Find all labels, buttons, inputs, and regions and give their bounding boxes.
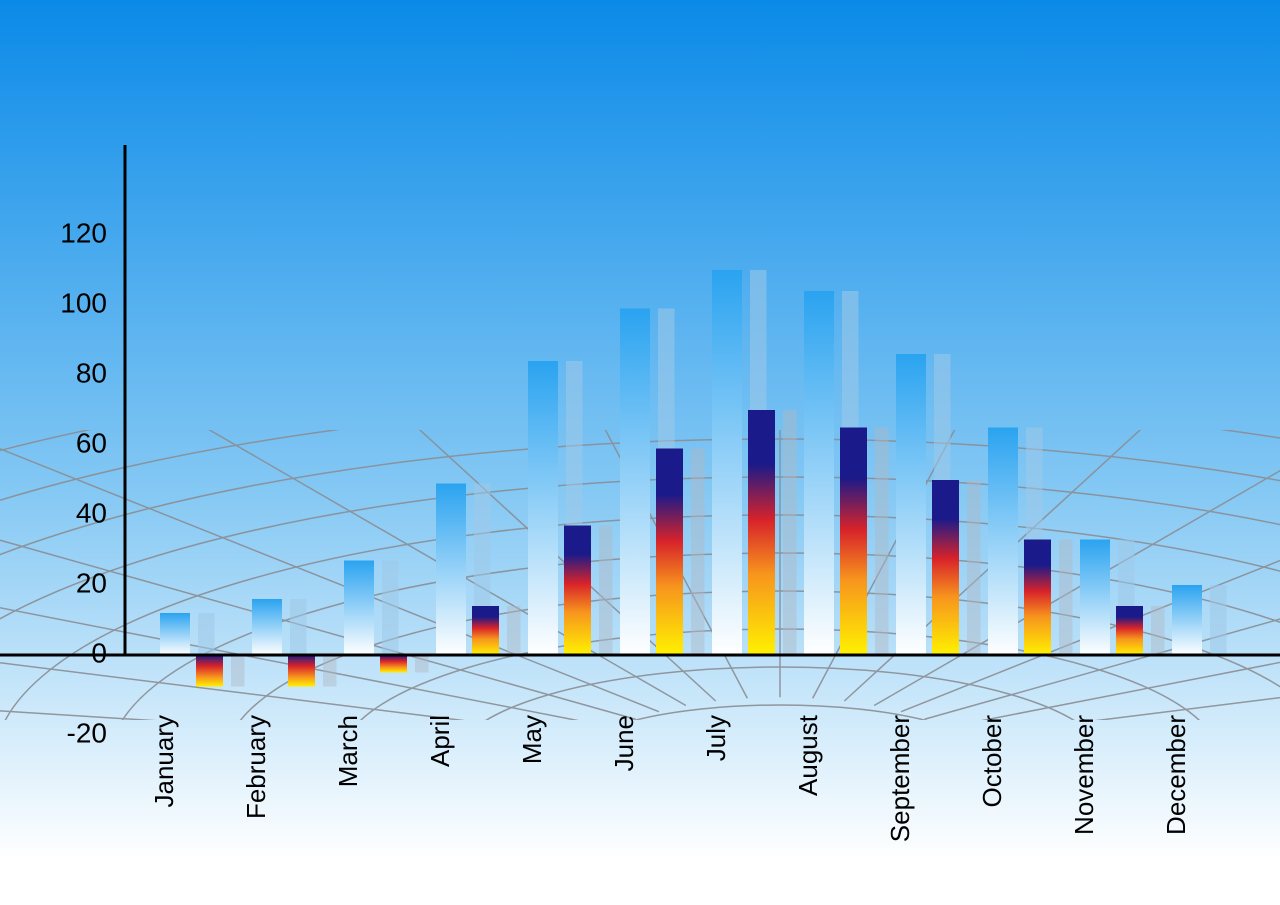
bar-shadow — [290, 599, 307, 655]
bar-series-b — [288, 655, 315, 687]
bar-series-b — [1024, 540, 1051, 656]
bar-series-a — [988, 428, 1018, 656]
y-tick-label: 0 — [91, 637, 107, 668]
bar-series-b — [380, 655, 407, 673]
bar-shadow — [382, 561, 399, 656]
month-label: December — [1161, 715, 1191, 835]
bar-shadow — [323, 655, 337, 687]
month-label: July — [701, 715, 731, 761]
y-tick-label: 20 — [76, 567, 107, 598]
bar-series-a — [160, 613, 190, 655]
bar-series-a — [712, 270, 742, 655]
bar-shadow — [1151, 606, 1165, 655]
bar-series-a — [252, 599, 282, 655]
month-label: September — [885, 715, 915, 843]
bar-series-b — [472, 606, 499, 655]
month-label: February — [241, 715, 271, 819]
bar-shadow — [1210, 585, 1227, 655]
month-label: January — [149, 715, 179, 808]
bar-series-a — [1080, 540, 1110, 656]
bar-shadow — [783, 410, 797, 655]
bar-shadow — [415, 655, 429, 673]
month-label: March — [333, 715, 363, 787]
chart-svg: -20 0 20 40 60 80 100 120 January February March Ap… — [0, 0, 1280, 905]
month-label: November — [1069, 715, 1099, 835]
bar-series-a — [620, 309, 650, 656]
bar-shadow — [691, 449, 705, 656]
bar-shadow — [599, 526, 613, 656]
bar-series-b — [840, 428, 867, 656]
bar-series-b — [656, 449, 683, 656]
y-tick-label: -20 — [67, 717, 107, 748]
bar-shadow — [507, 606, 521, 655]
bar-series-a — [1172, 585, 1202, 655]
bar-series-a — [528, 361, 558, 655]
month-label: May — [517, 715, 547, 764]
y-tick-label: 60 — [76, 427, 107, 458]
bar-series-a — [804, 291, 834, 655]
bar-series-b — [748, 410, 775, 655]
bar-shadow — [1059, 540, 1073, 656]
bar-series-b — [196, 655, 223, 687]
bar-shadow — [875, 428, 889, 656]
y-tick-label: 100 — [60, 287, 107, 318]
bar-series-a — [344, 561, 374, 656]
month-label: October — [977, 715, 1007, 808]
y-tick-label: 80 — [76, 357, 107, 388]
month-label: April — [425, 715, 455, 767]
bar-shadow — [198, 613, 215, 655]
bar-shadow — [967, 480, 981, 655]
month-label: June — [609, 715, 639, 771]
bar-shadow — [231, 655, 245, 687]
bar-series-b — [1116, 606, 1143, 655]
bar-series-b — [932, 480, 959, 655]
y-tick-label: 40 — [76, 497, 107, 528]
chart-container: -20 0 20 40 60 80 100 120 January February March Ap… — [0, 0, 1280, 905]
y-tick-label: 120 — [60, 217, 107, 248]
month-label: August — [793, 714, 823, 796]
bar-series-a — [436, 484, 466, 656]
bar-series-a — [896, 354, 926, 655]
bar-series-b — [564, 526, 591, 656]
